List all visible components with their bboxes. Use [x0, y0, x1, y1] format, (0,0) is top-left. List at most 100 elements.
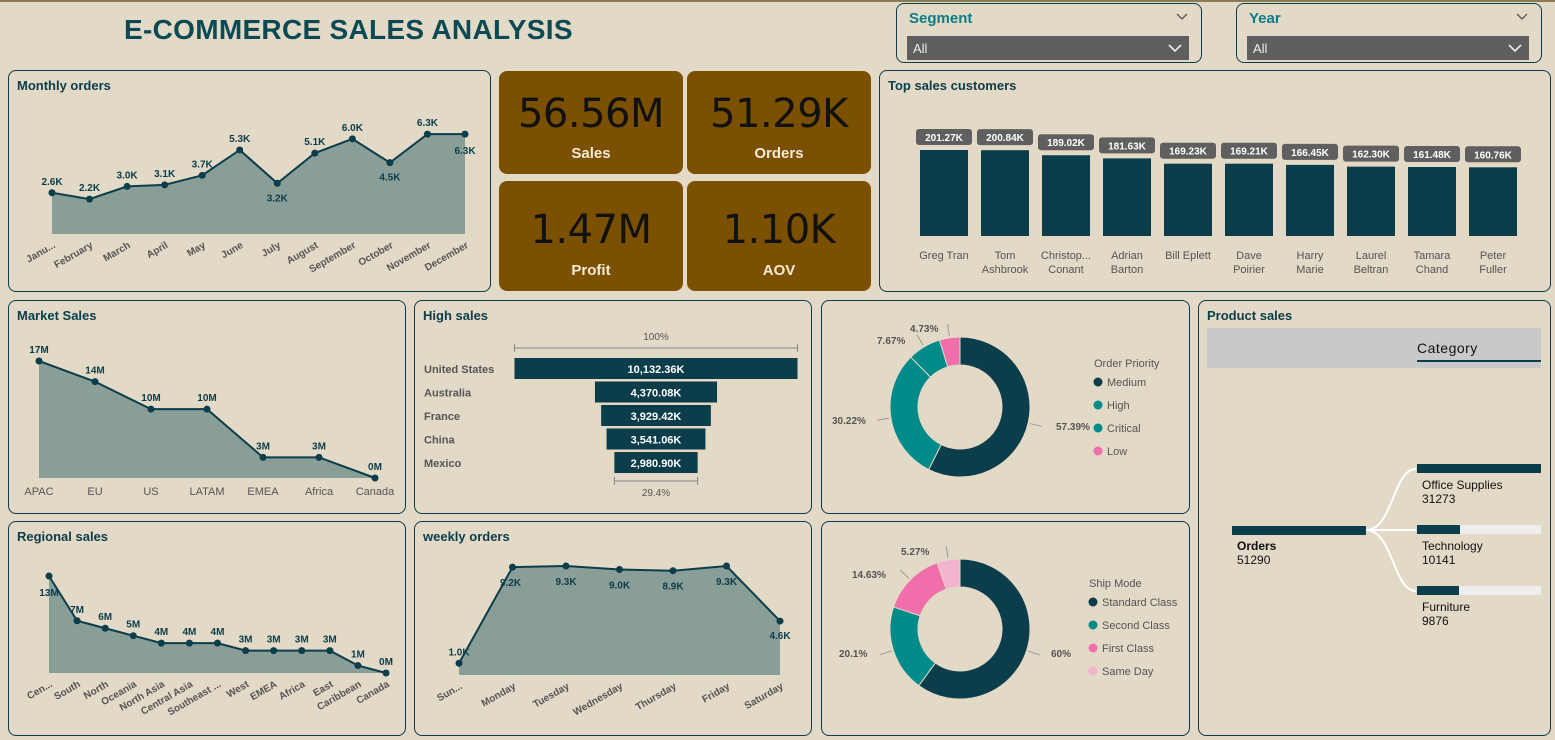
- data-point[interactable]: [562, 562, 570, 570]
- data-label: 10,132.36K: [628, 364, 685, 376]
- data-point[interactable]: [45, 572, 53, 580]
- data-point[interactable]: [270, 647, 278, 655]
- legend-marker[interactable]: [1093, 446, 1103, 456]
- funnel-bar[interactable]: [594, 381, 718, 403]
- data-point[interactable]: [386, 159, 394, 167]
- x-tick-label: APAC: [24, 486, 53, 498]
- legend-marker[interactable]: [1093, 377, 1103, 387]
- data-point[interactable]: [198, 171, 206, 179]
- technology-bar[interactable]: [1417, 525, 1460, 534]
- x-tick-label: Friday: [701, 681, 733, 706]
- data-point[interactable]: [423, 130, 431, 138]
- data-point[interactable]: [259, 453, 267, 461]
- segment-slicer[interactable]: Segment All: [896, 3, 1202, 63]
- funnel-bar[interactable]: [601, 405, 711, 426]
- legend-entry[interactable]: Standard Class: [1102, 597, 1178, 609]
- bar[interactable]: [981, 150, 1029, 236]
- data-point[interactable]: [382, 669, 390, 677]
- legend-marker[interactable]: [1088, 666, 1098, 676]
- product-sales-panel: Product sales: [1198, 300, 1551, 736]
- bar[interactable]: [1286, 164, 1334, 236]
- data-point[interactable]: [91, 378, 99, 386]
- bar[interactable]: [1469, 167, 1517, 236]
- donut-slice[interactable]: [938, 336, 961, 368]
- donut-slice[interactable]: [936, 558, 961, 590]
- funnel-bar[interactable]: [606, 428, 706, 450]
- data-point[interactable]: [73, 617, 81, 625]
- data-point[interactable]: [371, 474, 379, 482]
- data-point[interactable]: [273, 179, 281, 187]
- data-point[interactable]: [354, 662, 362, 670]
- bar[interactable]: [1225, 163, 1273, 236]
- office-supplies-bar[interactable]: [1417, 464, 1541, 473]
- legend-entry[interactable]: Critical: [1107, 423, 1141, 435]
- data-point[interactable]: [48, 189, 56, 197]
- legend-marker[interactable]: [1093, 400, 1103, 410]
- data-point[interactable]: [298, 647, 306, 655]
- funnel-bar[interactable]: [614, 452, 698, 473]
- legend-marker[interactable]: [1088, 620, 1098, 630]
- bar[interactable]: [920, 150, 968, 236]
- bar[interactable]: [1347, 166, 1395, 236]
- data-point[interactable]: [161, 181, 169, 189]
- segment-dropdown[interactable]: All: [907, 36, 1189, 60]
- data-point[interactable]: [236, 146, 244, 154]
- legend-marker[interactable]: [1088, 597, 1098, 607]
- chevron-down-icon[interactable]: [1515, 10, 1529, 24]
- data-point[interactable]: [509, 563, 516, 571]
- legend-entry[interactable]: Second Class: [1102, 620, 1170, 632]
- bar[interactable]: [1103, 158, 1151, 236]
- data-point[interactable]: [616, 566, 623, 574]
- data-point[interactable]: [185, 639, 193, 647]
- data-point[interactable]: [348, 135, 356, 143]
- chevron-down-icon[interactable]: [1175, 10, 1189, 24]
- x-tick-label: EU: [87, 486, 102, 498]
- bar[interactable]: [1164, 163, 1212, 236]
- data-point[interactable]: [203, 405, 211, 413]
- category-header[interactable]: Category: [1207, 328, 1541, 368]
- leader-line: [1028, 650, 1041, 656]
- data-point[interactable]: [129, 632, 137, 640]
- funnel-bar[interactable]: [514, 358, 798, 379]
- donut-slice[interactable]: [928, 336, 1031, 478]
- data-label: 1.0K: [448, 647, 470, 658]
- donut-slice[interactable]: [889, 356, 942, 471]
- furniture-bar[interactable]: [1417, 586, 1459, 595]
- legend-entry[interactable]: Same Day: [1102, 666, 1154, 678]
- area-fill: [39, 361, 375, 478]
- year-dropdown[interactable]: All: [1247, 36, 1529, 60]
- data-point[interactable]: [157, 639, 165, 647]
- legend-entry[interactable]: High: [1107, 400, 1130, 412]
- data-point[interactable]: [123, 182, 131, 190]
- bar[interactable]: [1042, 155, 1090, 236]
- data-point[interactable]: [311, 149, 319, 157]
- data-point[interactable]: [723, 562, 730, 570]
- data-point[interactable]: [35, 357, 43, 365]
- data-point[interactable]: [455, 659, 463, 667]
- data-point[interactable]: [147, 405, 155, 413]
- donut-slice[interactable]: [918, 558, 1031, 700]
- data-point[interactable]: [669, 567, 677, 575]
- data-point[interactable]: [461, 130, 469, 138]
- x-tick-label: Laurel Beltran: [1354, 250, 1389, 276]
- data-point[interactable]: [214, 639, 221, 647]
- data-point[interactable]: [86, 195, 94, 203]
- high-sales-funnel-chart: 100% 10,132.36K United States 4,370.08K Aust…: [424, 332, 798, 499]
- orders-root-bar[interactable]: [1232, 526, 1366, 535]
- bar[interactable]: [1408, 167, 1456, 236]
- legend-marker[interactable]: [1093, 423, 1103, 433]
- legend-marker[interactable]: [1088, 643, 1098, 653]
- data-point[interactable]: [326, 647, 334, 655]
- legend-entry[interactable]: Low: [1107, 446, 1127, 458]
- legend-entry[interactable]: First Class: [1102, 643, 1154, 655]
- data-label: 169.23K: [1169, 147, 1208, 158]
- legend-title: Ship Mode: [1089, 578, 1142, 590]
- year-slicer[interactable]: Year All: [1236, 3, 1542, 63]
- data-point[interactable]: [776, 617, 784, 625]
- data-point[interactable]: [315, 453, 323, 461]
- orders-root-value: 51290: [1237, 553, 1271, 567]
- data-point[interactable]: [101, 624, 109, 632]
- x-tick-label: US: [143, 486, 158, 498]
- data-point[interactable]: [242, 647, 250, 655]
- legend-entry[interactable]: Medium: [1107, 377, 1146, 389]
